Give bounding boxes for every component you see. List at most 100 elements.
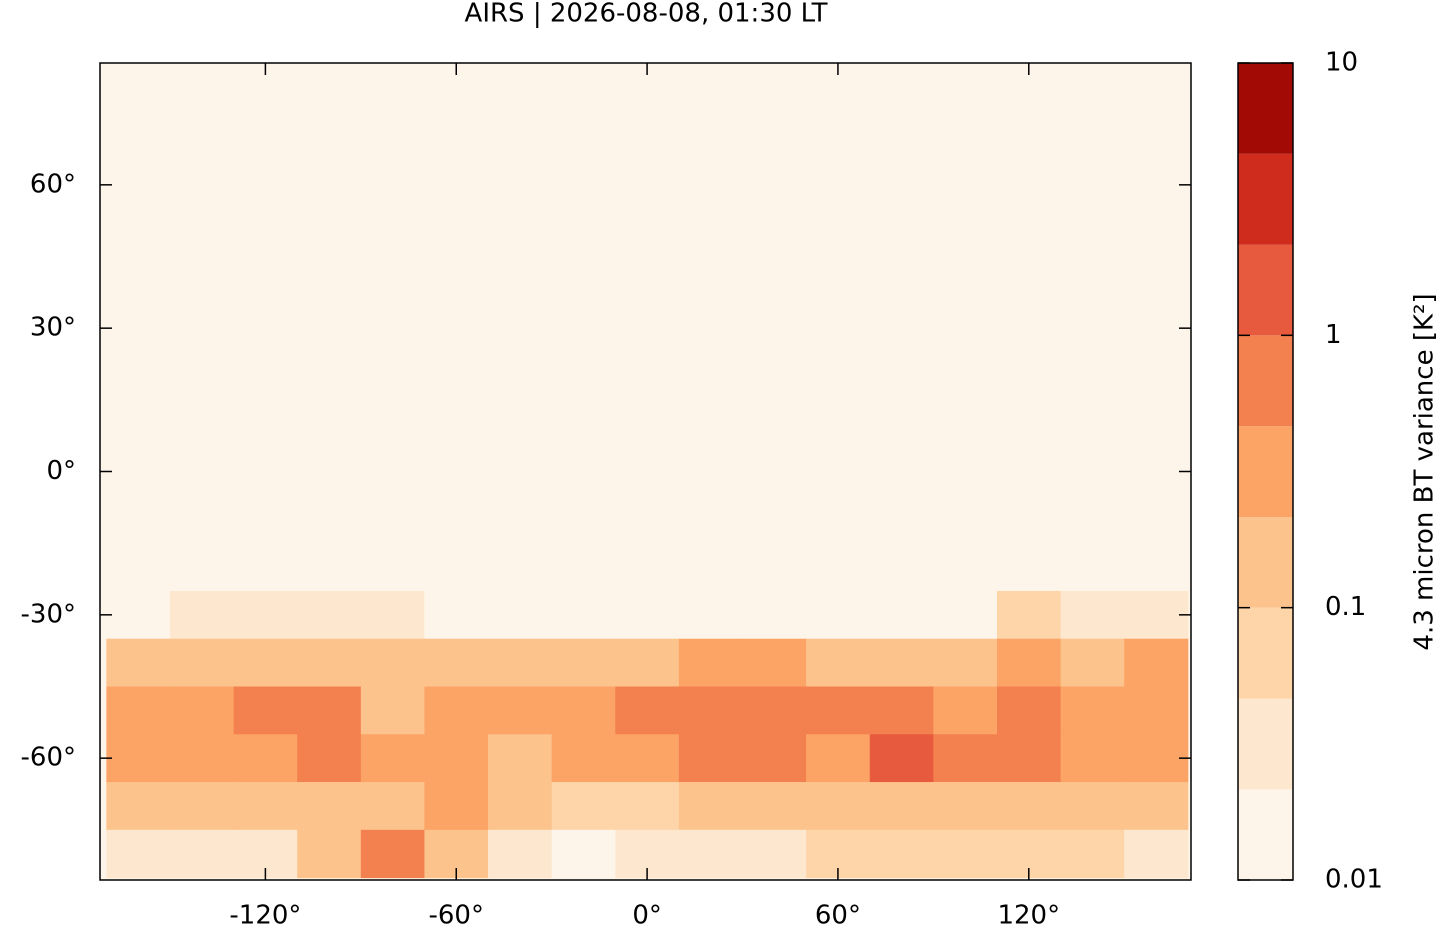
field-cell	[233, 734, 298, 783]
field-cell	[233, 686, 298, 735]
field-cell	[106, 734, 171, 783]
field-cell	[742, 686, 807, 735]
field-layer	[106, 590, 1189, 879]
y-tick-label: 30°	[30, 313, 76, 343]
field-cell	[297, 638, 362, 687]
field-cell	[996, 638, 1062, 687]
y-tick-label: -60°	[21, 743, 76, 773]
field-cell	[106, 590, 171, 640]
field-cell	[488, 590, 553, 640]
field-cell	[360, 829, 425, 879]
field-cell	[233, 590, 298, 640]
field-cell	[1124, 638, 1189, 687]
colorbar-segment	[1238, 789, 1293, 880]
colorbar-tick-label: 1	[1325, 320, 1342, 350]
field-cell	[488, 686, 553, 735]
colorbar-tick-label: 0.01	[1325, 865, 1383, 895]
field-cell	[297, 829, 362, 879]
field-cell	[424, 590, 489, 640]
field-cell	[806, 686, 871, 735]
field-cell	[488, 638, 553, 687]
field-cell	[551, 829, 616, 879]
field-cell	[1060, 829, 1125, 879]
field-cell	[742, 590, 807, 640]
colorbar-segment	[1238, 63, 1293, 154]
field-cell	[297, 686, 362, 735]
colorbar	[1238, 63, 1293, 880]
x-tick-label: 60°	[815, 901, 861, 930]
field-cell	[169, 734, 235, 783]
field-cell	[806, 590, 871, 640]
field-cell	[615, 590, 680, 640]
field-cell	[1060, 638, 1125, 687]
field-cell	[933, 829, 998, 879]
field-cell	[360, 638, 425, 687]
field-cell	[233, 782, 298, 831]
field-cell	[742, 782, 807, 831]
colorbar-tick-label: 0.1	[1325, 592, 1366, 622]
field-cell	[488, 829, 553, 879]
field-cell	[488, 734, 553, 783]
field-cell	[1060, 686, 1125, 735]
field-cell	[742, 638, 807, 687]
field-cell	[169, 686, 235, 735]
field-cell	[106, 782, 171, 831]
field-cell	[297, 782, 362, 831]
field-cell	[996, 686, 1062, 735]
colorbar-tick-label: 10	[1325, 48, 1358, 78]
field-cell	[615, 734, 680, 783]
field-cell	[106, 638, 171, 687]
field-cell	[360, 686, 425, 735]
colorbar-frame	[1237, 62, 1294, 881]
field-cell	[615, 638, 680, 687]
field-cell	[1060, 590, 1125, 640]
field-cell	[933, 782, 998, 831]
field-cell	[424, 638, 489, 687]
field-cell	[551, 638, 616, 687]
y-tick-label: 0°	[46, 456, 76, 486]
field-cell	[360, 734, 425, 783]
field-cell	[678, 734, 744, 783]
field-cell	[297, 734, 362, 783]
field-cell	[933, 638, 998, 687]
field-cell	[424, 734, 489, 783]
field-cell	[615, 782, 680, 831]
x-tick-label: 120°	[997, 901, 1060, 930]
field-cell	[169, 782, 235, 831]
field-cell	[106, 686, 171, 735]
field-cell	[1124, 782, 1189, 831]
colorbar-label: 4.3 micron BT variance [K²]	[1410, 293, 1440, 650]
field-cell	[1124, 590, 1189, 640]
field-cell	[869, 686, 934, 735]
colorbar-segment	[1238, 153, 1293, 245]
field-cell	[869, 590, 934, 640]
field-cell	[1124, 734, 1189, 783]
colorbar-segment	[1238, 244, 1293, 336]
field-cell	[996, 782, 1062, 831]
field-cell	[1060, 734, 1125, 783]
field-cell	[551, 782, 616, 831]
colorbar-segment	[1238, 426, 1293, 518]
field-cell	[169, 638, 235, 687]
field-cell	[996, 734, 1062, 783]
field-cell	[678, 590, 744, 640]
field-cell	[869, 638, 934, 687]
colorbar-segment	[1238, 335, 1293, 427]
field-cell	[933, 590, 998, 640]
field-cell	[933, 734, 998, 783]
field-cell	[1060, 782, 1125, 831]
field-cell	[806, 782, 871, 831]
colorbar-segment	[1238, 698, 1293, 790]
field-cell	[233, 638, 298, 687]
field-cell	[615, 686, 680, 735]
y-tick-label: -30°	[21, 599, 76, 629]
field-cell	[360, 590, 425, 640]
field-cell	[551, 734, 616, 783]
field-cell	[106, 829, 171, 879]
field-cell	[488, 782, 553, 831]
field-cell	[678, 829, 744, 879]
field-cell	[551, 590, 616, 640]
field-cell	[742, 734, 807, 783]
field-cell	[424, 782, 489, 831]
